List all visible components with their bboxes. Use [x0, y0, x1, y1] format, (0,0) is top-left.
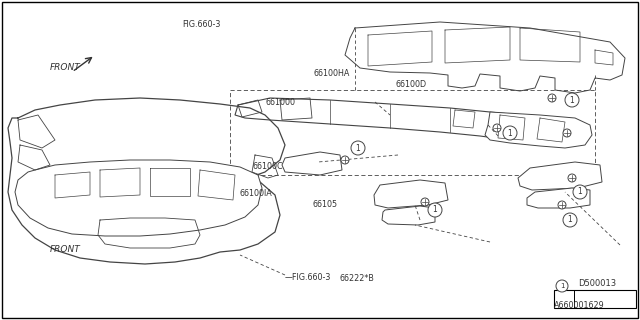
Circle shape — [548, 94, 556, 102]
Polygon shape — [527, 188, 590, 208]
Circle shape — [565, 93, 579, 107]
Text: 1: 1 — [560, 283, 564, 289]
Circle shape — [351, 141, 365, 155]
Circle shape — [503, 126, 517, 140]
Polygon shape — [485, 112, 592, 148]
Circle shape — [556, 280, 568, 292]
Circle shape — [428, 203, 442, 217]
Polygon shape — [282, 152, 342, 175]
Text: 1: 1 — [433, 205, 437, 214]
Bar — [554, 290, 636, 308]
Circle shape — [573, 185, 587, 199]
Text: 1: 1 — [570, 95, 574, 105]
Text: A660001629: A660001629 — [554, 300, 605, 309]
Text: FRONT: FRONT — [50, 245, 81, 254]
Circle shape — [558, 201, 566, 209]
Circle shape — [341, 156, 349, 164]
Polygon shape — [15, 160, 262, 236]
Text: 66100HA: 66100HA — [314, 69, 350, 78]
Text: FIG.660-3: FIG.660-3 — [182, 20, 221, 29]
Text: 1: 1 — [578, 188, 582, 196]
Polygon shape — [518, 162, 602, 190]
Circle shape — [421, 198, 429, 206]
Circle shape — [563, 213, 577, 227]
Text: 1: 1 — [568, 215, 572, 225]
Text: 66100IA: 66100IA — [240, 189, 273, 198]
Text: FRONT: FRONT — [50, 63, 81, 72]
Text: 66105: 66105 — [312, 200, 337, 209]
Text: 66100D: 66100D — [396, 80, 427, 89]
Circle shape — [568, 174, 576, 182]
Text: —FIG.660-3: —FIG.660-3 — [285, 274, 332, 283]
Text: 66100C: 66100C — [253, 162, 284, 171]
Text: 1: 1 — [356, 143, 360, 153]
Polygon shape — [382, 206, 435, 225]
Polygon shape — [374, 180, 448, 208]
Circle shape — [493, 124, 501, 132]
Text: 66222*B: 66222*B — [339, 274, 374, 283]
Text: 661000: 661000 — [266, 98, 296, 107]
Polygon shape — [235, 98, 590, 145]
Text: 1: 1 — [508, 129, 513, 138]
Text: D500013: D500013 — [578, 279, 616, 289]
Circle shape — [563, 129, 571, 137]
